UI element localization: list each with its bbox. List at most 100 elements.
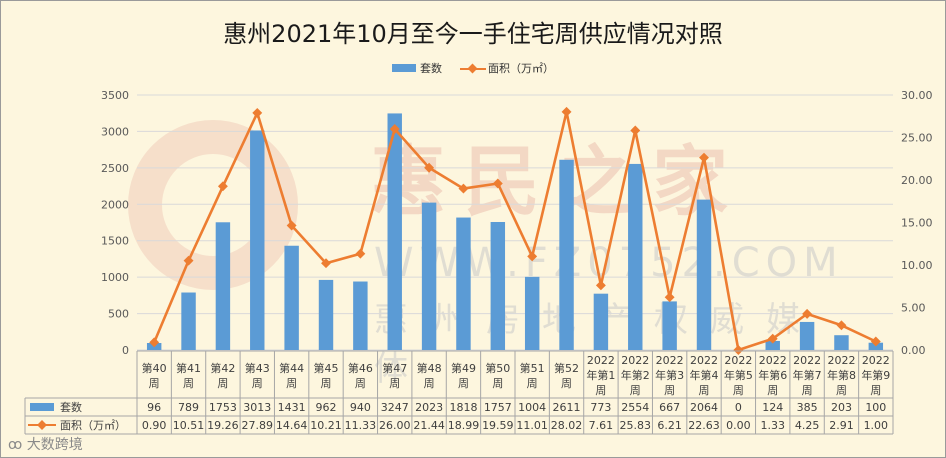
- x-tick-label: 2022: [587, 354, 615, 367]
- line-point: [802, 308, 813, 319]
- line-point: [149, 337, 160, 348]
- x-tick-label: 2022: [862, 354, 890, 367]
- table-value-line: 2.91: [829, 419, 854, 432]
- line-point: [733, 345, 744, 355]
- bar: [215, 222, 231, 350]
- x-tick-label: 年第1: [586, 368, 615, 382]
- bar: [353, 281, 368, 350]
- bar: [250, 130, 265, 350]
- y-tick-left: 500: [108, 308, 129, 321]
- bar: [559, 159, 574, 350]
- x-tick-label: 年第9: [861, 368, 890, 382]
- x-tick-label: 第51: [520, 361, 545, 375]
- y-tick-left: 0: [122, 344, 129, 357]
- table-value-line: 26.00: [379, 419, 411, 432]
- y-tick-right: 10.00: [901, 259, 933, 272]
- x-tick-label: 第46: [348, 361, 373, 375]
- line-point: [527, 251, 538, 262]
- x-tick-label: 周: [767, 384, 778, 397]
- x-tick-label: 第50: [485, 361, 510, 375]
- y-tick-left: 3000: [101, 125, 129, 138]
- line-point: [630, 125, 641, 136]
- table-value-line: 18.99: [448, 419, 480, 432]
- line-point: [183, 255, 194, 266]
- table-value-line: 7.61: [589, 419, 614, 432]
- table-value-bar: 385: [797, 401, 818, 414]
- chart-title: 惠州2021年10月至今一手住宅周供应情况对照: [223, 20, 723, 48]
- legend-bar-label: 套数: [420, 62, 442, 75]
- x-tick-label: 年第3: [655, 368, 684, 382]
- table-value-line: 1.33: [760, 419, 785, 432]
- table-value-bar: 1818: [449, 401, 477, 414]
- x-tick-label: 2022: [827, 354, 855, 367]
- table-value-line: 1.00: [864, 419, 889, 432]
- y-tick-left: 1500: [101, 235, 129, 248]
- table-key-marker: [37, 420, 47, 430]
- x-tick-label: 2022: [690, 354, 718, 367]
- bar: [834, 335, 849, 350]
- x-tick-label: 周: [870, 384, 881, 397]
- table-value-line: 25.83: [620, 419, 652, 432]
- x-tick-label: 周: [149, 377, 160, 390]
- table-value-bar: 2554: [621, 401, 649, 414]
- x-tick-label: 2022: [759, 354, 787, 367]
- y-tick-right: 25.00: [901, 132, 933, 145]
- x-tick-label: 年第2: [621, 368, 650, 382]
- y-tick-left: 2000: [101, 198, 129, 211]
- x-tick-label: 第49: [451, 361, 476, 375]
- table-value-bar: 1757: [484, 401, 512, 414]
- y-tick-right: 5.00: [901, 302, 926, 315]
- x-tick-label: 周: [458, 377, 469, 390]
- table-value-line: 0.90: [142, 419, 167, 432]
- table-value-line: 28.02: [551, 419, 583, 432]
- line-point: [492, 178, 503, 189]
- source-text: 大数跨境: [26, 437, 83, 453]
- table-value-bar: 124: [762, 401, 783, 414]
- x-tick-label: 年第8: [827, 368, 856, 382]
- x-tick-label: 第41: [176, 361, 201, 375]
- x-tick-label: 周: [561, 377, 572, 390]
- bar: [490, 221, 506, 350]
- line-point: [836, 320, 847, 331]
- bar: [696, 199, 712, 350]
- table-value-bar: 962: [316, 401, 337, 414]
- table-value-bar: 1753: [209, 401, 237, 414]
- line-point: [286, 220, 297, 231]
- x-tick-label: 年第4: [690, 368, 719, 382]
- table-value-line: 0.00: [726, 419, 751, 432]
- x-tick-label: 周: [630, 384, 641, 397]
- table-value-line: 22.63: [688, 419, 720, 432]
- x-tick-label: 第47: [382, 361, 407, 375]
- y-tick-right: 15.00: [901, 217, 933, 230]
- legend: 套数 面积（万㎡）: [0, 60, 946, 76]
- table-value-line: 19.26: [207, 419, 239, 432]
- legend-bar-swatch: [392, 64, 416, 72]
- x-tick-label: 第42: [210, 361, 235, 375]
- x-tick-label: 2022: [621, 354, 649, 367]
- bar: [524, 276, 540, 350]
- x-tick-label: 年第5: [724, 368, 753, 382]
- y-tick-left: 2500: [101, 162, 129, 175]
- x-tick-label: 第40: [142, 361, 167, 375]
- x-tick-label: 第44: [279, 361, 304, 375]
- line-point: [595, 280, 606, 291]
- x-tick-label: 2022: [724, 354, 752, 367]
- table-value-line: 4.25: [795, 419, 820, 432]
- table-value-bar: 667: [659, 401, 680, 414]
- source-logo-icon: ꝏ: [8, 437, 27, 453]
- line-point: [321, 258, 331, 269]
- y-tick-right: 30.00: [901, 89, 933, 102]
- table-value-bar: 2611: [553, 401, 581, 414]
- line-point: [217, 181, 228, 192]
- x-tick-label: 周: [424, 377, 435, 390]
- table-value-bar: 100: [865, 401, 886, 414]
- table-value-line: 6.21: [657, 419, 682, 432]
- x-tick-label: 周: [664, 384, 675, 397]
- table-value-bar: 2023: [415, 401, 443, 414]
- x-tick-label: 周: [389, 377, 400, 390]
- table-value-bar: 96: [147, 401, 161, 414]
- y-tick-right: 0.00: [901, 344, 926, 357]
- table-value-bar: 789: [178, 401, 199, 414]
- table-value-bar: 3013: [243, 401, 271, 414]
